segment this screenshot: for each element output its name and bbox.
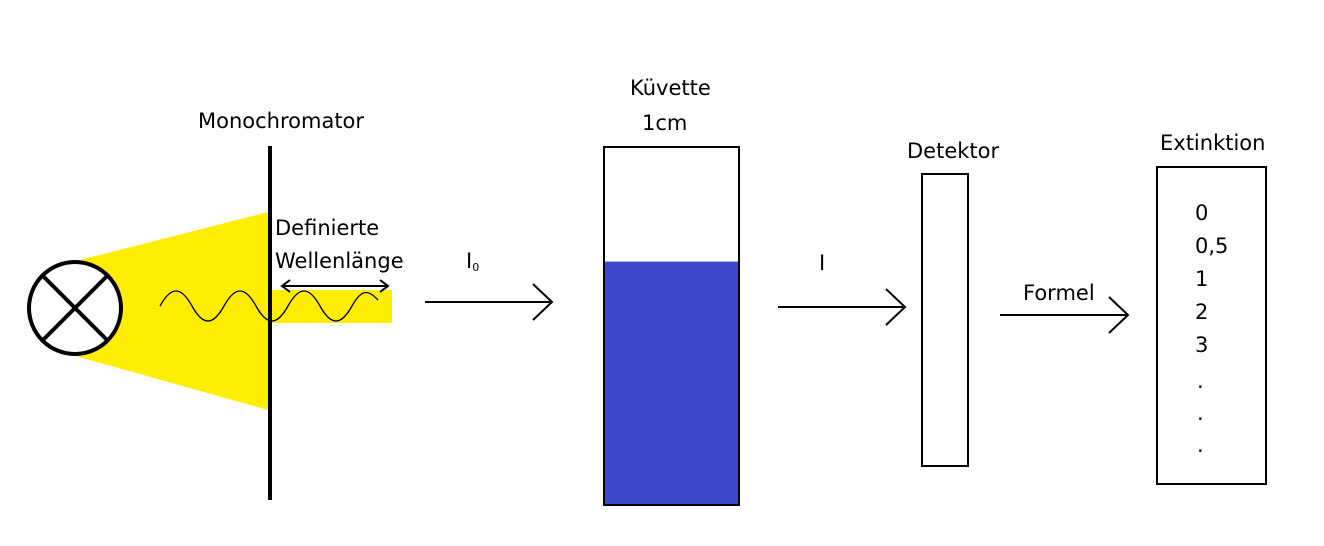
extinction-label: Extinktion xyxy=(1160,131,1265,155)
cuvette-liquid xyxy=(604,262,739,505)
monochromatic-beam xyxy=(272,290,392,323)
extinction-box xyxy=(1157,167,1266,484)
defined-wavelength-label-line1: Definierte xyxy=(275,216,379,240)
defined-wavelength-label-line2: Wellenlänge xyxy=(275,249,404,273)
extinction-value: 1 xyxy=(1195,267,1208,291)
extinction-value: 0,5 xyxy=(1195,234,1228,258)
monochromator-label: Monochromator xyxy=(198,109,364,133)
formula-label: Formel xyxy=(1023,281,1095,305)
extinction-value: 3 xyxy=(1195,333,1208,357)
detector xyxy=(922,174,968,466)
arrow-i0 xyxy=(425,284,552,320)
extinction-value: 0 xyxy=(1195,201,1208,225)
i-label: I xyxy=(819,251,825,275)
i0-label: I0 xyxy=(466,249,479,274)
extinction-value: . xyxy=(1197,401,1204,425)
cuvette-label-line2: 1cm xyxy=(642,111,687,135)
cuvette xyxy=(604,147,739,505)
cuvette-label-line1: Küvette xyxy=(630,76,711,100)
extinction-value: . xyxy=(1197,369,1204,393)
extinction-value: 2 xyxy=(1195,300,1208,324)
arrow-i xyxy=(778,289,905,325)
lamp-icon xyxy=(29,262,121,354)
detector-label: Detektor xyxy=(907,139,999,163)
extinction-value: . xyxy=(1197,433,1204,457)
